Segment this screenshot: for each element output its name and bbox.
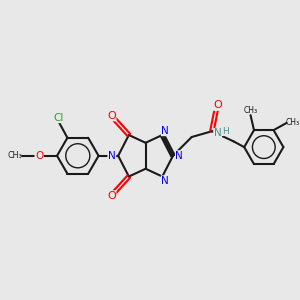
Text: CH₃: CH₃ [244, 106, 258, 115]
Text: O: O [213, 100, 222, 110]
Text: N: N [214, 128, 221, 138]
Text: N: N [176, 151, 183, 161]
Text: CH₃: CH₃ [286, 118, 300, 127]
Text: Cl: Cl [54, 112, 64, 123]
Text: N: N [161, 126, 169, 136]
Text: H: H [222, 127, 229, 136]
Text: CH₃: CH₃ [8, 151, 22, 160]
Text: O: O [107, 111, 116, 121]
Text: N: N [161, 176, 169, 186]
Text: O: O [107, 191, 116, 201]
Text: O: O [35, 151, 43, 161]
Text: N: N [108, 151, 116, 161]
